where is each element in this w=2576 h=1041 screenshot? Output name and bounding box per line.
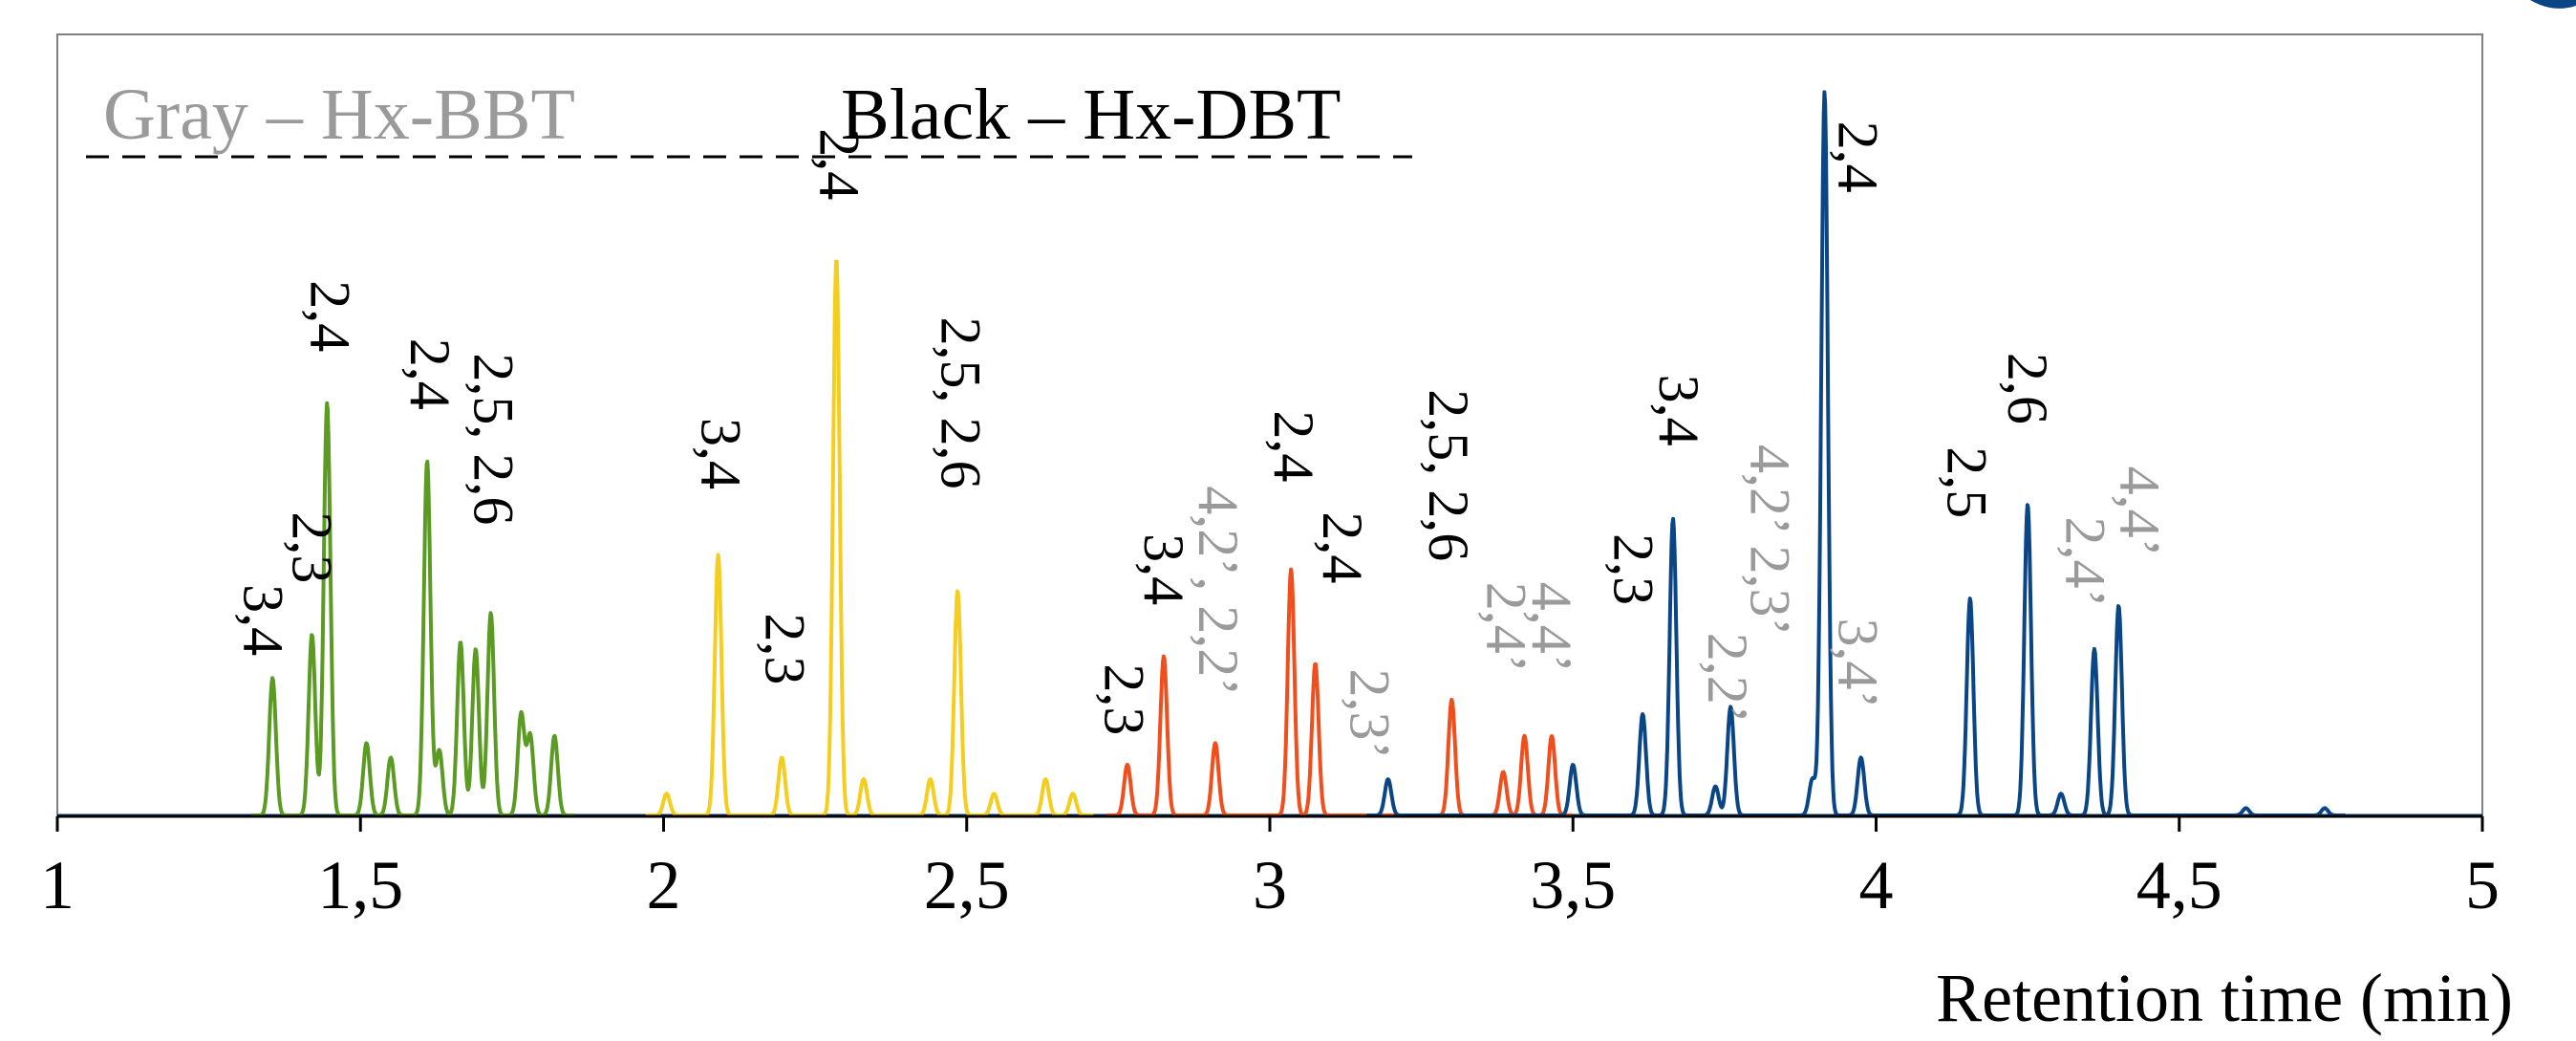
peak-label: 3,4: [232, 584, 295, 656]
peak-label: 4,2’, 2,2’: [1187, 486, 1250, 696]
x-tick-label: 4: [1859, 847, 1894, 923]
x-axis-ticks: 1 1,5 2 2,5 3 3,5 4 4,5 5: [40, 816, 2500, 923]
peak-label: 2,5, 2,6: [929, 317, 992, 489]
x-tick-label: 2: [647, 847, 681, 923]
peak-label: 2,3: [1093, 663, 1156, 735]
peak-label: 2,4: [807, 128, 870, 200]
peak-labels-layer: 3,42,32,42,4 2,5, 2,6 3,42,32,42,5, 2,62,3…: [232, 121, 2172, 760]
peak-label: 3,4: [1132, 533, 1195, 605]
x-tick-label: 3,5: [1530, 847, 1616, 923]
peak-label: 2,4: [1262, 410, 1325, 482]
peak-label: 4,2’ 2,3’: [1738, 445, 1801, 637]
peak-label: 2,3: [280, 511, 343, 583]
peak-label: 2,6: [1996, 353, 2059, 424]
legend-item-black: Black – Hx-DBT: [841, 75, 1341, 155]
x-axis: 1 1,5 2 2,5 3 3,5 4 4,5 5 Retention time (min): [40, 814, 2513, 1036]
x-axis-title: Retention time (min): [1936, 960, 2513, 1036]
peak-label: 2,4: [1311, 511, 1374, 583]
peak-label: 4,4’: [1520, 582, 1583, 673]
peak-label: 2,2’: [1696, 633, 1759, 724]
legend: Gray – Hx-BBT Black – Hx-DBT: [86, 75, 1412, 159]
peak-label: 2,4: [1826, 121, 1889, 193]
peak-label: 2,5: [1936, 446, 1999, 518]
x-tick-label: 5: [2465, 847, 2500, 923]
peak-label: 2,4’: [2053, 517, 2116, 608]
peak-label: 2,3: [1602, 533, 1665, 605]
corner-decoration: [2530, 0, 2576, 9]
peak-label: 3,4’: [1826, 618, 1889, 709]
peak-label: 2,3: [753, 613, 816, 684]
x-tick-label: 3: [1253, 847, 1287, 923]
peak-label: 2,4: [398, 338, 462, 410]
x-tick-label: 1: [40, 847, 75, 923]
x-tick-label: 1,5: [317, 847, 403, 923]
peak-label: 3,4: [690, 418, 753, 489]
peak-label: 2,4’: [1474, 582, 1537, 673]
peak-label: 2,4: [298, 280, 361, 352]
legend-item-gray: Gray – Hx-BBT: [103, 75, 575, 155]
x-tick-label: 4,5: [2136, 847, 2222, 923]
peak-label: 4,4’: [2108, 466, 2171, 557]
peak-label: 2,5, 2,6: [462, 353, 526, 525]
x-tick-label: 2,5: [924, 847, 1010, 923]
peak-label: 3,4: [1647, 375, 1710, 446]
peak-label: 2,5, 2,6: [1417, 389, 1480, 561]
peak-label: 2,3’: [1339, 669, 1402, 760]
